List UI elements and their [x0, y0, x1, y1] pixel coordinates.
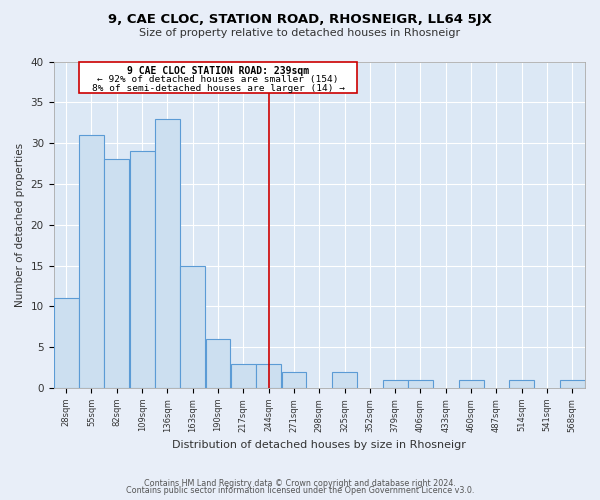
Bar: [256, 364, 281, 388]
Text: 8% of semi-detached houses are larger (14) →: 8% of semi-detached houses are larger (1…: [92, 84, 344, 94]
Bar: [79, 135, 104, 388]
Text: Contains HM Land Registry data © Crown copyright and database right 2024.: Contains HM Land Registry data © Crown c…: [144, 478, 456, 488]
Bar: [104, 160, 129, 388]
Text: Contains public sector information licensed under the Open Government Licence v3: Contains public sector information licen…: [126, 486, 474, 495]
Bar: [206, 339, 230, 388]
Bar: [458, 380, 484, 388]
Bar: [231, 364, 256, 388]
Text: 9 CAE CLOC STATION ROAD: 239sqm: 9 CAE CLOC STATION ROAD: 239sqm: [127, 66, 309, 76]
FancyBboxPatch shape: [79, 62, 357, 92]
Bar: [155, 118, 180, 388]
Bar: [383, 380, 407, 388]
Bar: [560, 380, 585, 388]
Bar: [281, 372, 307, 388]
X-axis label: Distribution of detached houses by size in Rhosneigr: Distribution of detached houses by size …: [172, 440, 466, 450]
Text: 9, CAE CLOC, STATION ROAD, RHOSNEIGR, LL64 5JX: 9, CAE CLOC, STATION ROAD, RHOSNEIGR, LL…: [108, 12, 492, 26]
Bar: [509, 380, 534, 388]
Text: ← 92% of detached houses are smaller (154): ← 92% of detached houses are smaller (15…: [97, 75, 339, 84]
Bar: [181, 266, 205, 388]
Text: Size of property relative to detached houses in Rhosneigr: Size of property relative to detached ho…: [139, 28, 461, 38]
Y-axis label: Number of detached properties: Number of detached properties: [15, 142, 25, 307]
Bar: [130, 152, 155, 388]
Bar: [54, 298, 79, 388]
Bar: [408, 380, 433, 388]
Bar: [332, 372, 357, 388]
